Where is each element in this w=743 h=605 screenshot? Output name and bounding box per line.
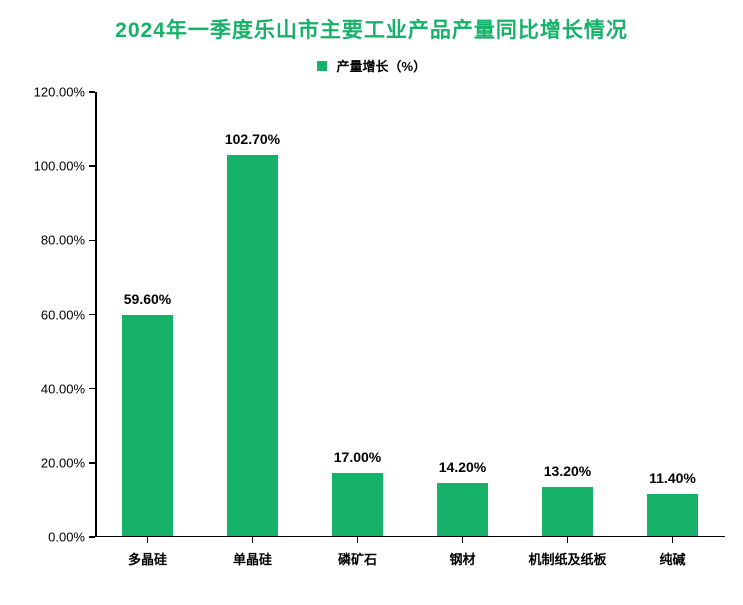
y-axis-label: 20.00% xyxy=(41,455,85,470)
bar: 14.20% xyxy=(437,483,487,536)
y-axis xyxy=(95,92,97,537)
chart-title: 2024年一季度乐山市主要工业产品产量同比增长情况 xyxy=(0,0,743,44)
y-axis-label: 100.00% xyxy=(34,159,85,174)
legend-swatch xyxy=(317,61,327,71)
x-axis-label: 磷矿石 xyxy=(338,549,377,568)
x-axis-label: 单晶硅 xyxy=(233,549,272,568)
y-tick xyxy=(89,462,95,464)
legend: 产量增长（%） xyxy=(0,56,743,75)
x-tick xyxy=(252,537,254,543)
x-tick xyxy=(672,537,674,543)
bar: 17.00% xyxy=(332,473,382,536)
y-tick xyxy=(89,165,95,167)
legend-label: 产量增长（%） xyxy=(337,59,427,74)
x-axis-label: 钢材 xyxy=(449,549,475,568)
y-axis-label: 40.00% xyxy=(41,381,85,396)
bar-value-label: 59.60% xyxy=(124,291,171,307)
bar: 59.60% xyxy=(122,315,172,536)
x-tick xyxy=(462,537,464,543)
bar-value-label: 17.00% xyxy=(334,449,381,465)
x-tick xyxy=(147,537,149,543)
y-tick xyxy=(89,536,95,538)
y-axis-label: 60.00% xyxy=(41,307,85,322)
bar: 11.40% xyxy=(647,494,697,536)
plot-area: 0.00%20.00%40.00%60.00%80.00%100.00%120.… xyxy=(95,92,725,537)
bar: 13.20% xyxy=(542,487,592,536)
y-axis-label: 0.00% xyxy=(48,530,85,545)
bar-value-label: 11.40% xyxy=(649,470,696,486)
x-axis xyxy=(95,536,725,538)
y-tick xyxy=(89,91,95,93)
x-tick xyxy=(567,537,569,543)
y-axis-label: 80.00% xyxy=(41,233,85,248)
bar: 102.70% xyxy=(227,155,277,536)
x-axis-label: 机制纸及纸板 xyxy=(528,549,606,568)
y-tick xyxy=(89,314,95,316)
x-tick xyxy=(357,537,359,543)
bar-value-label: 102.70% xyxy=(225,131,280,147)
x-axis-label: 纯碱 xyxy=(659,549,685,568)
x-axis-label: 多晶硅 xyxy=(128,549,167,568)
y-axis-label: 120.00% xyxy=(34,85,85,100)
bar-value-label: 13.20% xyxy=(544,463,591,479)
y-tick xyxy=(89,388,95,390)
bar-value-label: 14.20% xyxy=(439,459,486,475)
y-tick xyxy=(89,240,95,242)
